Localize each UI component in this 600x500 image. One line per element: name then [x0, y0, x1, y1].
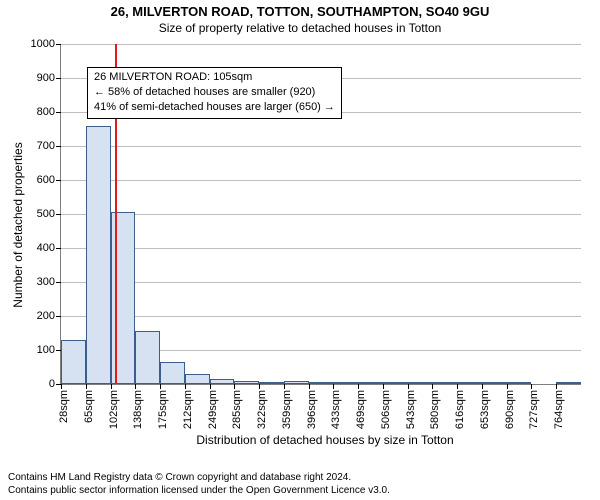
histogram-bar	[135, 331, 160, 384]
histogram-bar	[259, 382, 284, 384]
grid-line	[61, 214, 581, 215]
x-tick	[556, 384, 557, 389]
x-tick-label: 212sqm	[182, 390, 194, 429]
x-tick-label: 469sqm	[355, 390, 367, 429]
histogram-bar	[234, 381, 259, 384]
y-tick-label: 800	[37, 106, 61, 118]
histogram-bar	[309, 382, 334, 384]
grid-line	[61, 180, 581, 181]
y-tick-label: 0	[49, 378, 61, 390]
chart-title: 26, MILVERTON ROAD, TOTTON, SOUTHAMPTON,…	[0, 0, 600, 19]
grid-line	[61, 44, 581, 45]
x-tick-label: 28sqm	[58, 390, 70, 423]
y-tick-label: 200	[37, 310, 61, 322]
histogram-bar	[160, 362, 185, 384]
grid-line	[61, 248, 581, 249]
histogram-bar	[210, 379, 235, 384]
x-tick	[284, 384, 285, 389]
x-tick	[210, 384, 211, 389]
histogram-bar	[111, 212, 136, 384]
x-tick	[61, 384, 62, 389]
x-tick	[482, 384, 483, 389]
grid-line	[61, 316, 581, 317]
y-tick-label: 300	[37, 276, 61, 288]
x-tick-label: 580sqm	[429, 390, 441, 429]
x-tick-label: 506sqm	[380, 390, 392, 429]
y-tick-label: 600	[37, 174, 61, 186]
x-tick-label: 175sqm	[157, 390, 169, 429]
x-tick-label: 433sqm	[330, 390, 342, 429]
y-tick-label: 100	[37, 344, 61, 356]
x-tick-label: 249sqm	[207, 390, 219, 429]
x-tick-label: 322sqm	[256, 390, 268, 429]
x-tick	[309, 384, 310, 389]
x-tick	[160, 384, 161, 389]
x-tick	[234, 384, 235, 389]
x-tick	[86, 384, 87, 389]
x-tick	[507, 384, 508, 389]
footer-line-1: Contains HM Land Registry data © Crown c…	[8, 472, 592, 485]
x-tick	[531, 384, 532, 389]
chart-subtitle: Size of property relative to detached ho…	[0, 19, 600, 37]
x-tick-label: 285sqm	[231, 390, 243, 429]
x-tick-label: 690sqm	[504, 390, 516, 429]
histogram-bar	[556, 382, 581, 384]
grid-line	[61, 146, 581, 147]
y-tick-label: 700	[37, 140, 61, 152]
x-tick	[185, 384, 186, 389]
histogram-bar	[383, 382, 408, 384]
y-tick-label: 400	[37, 242, 61, 254]
y-tick-label: 1000	[31, 38, 61, 50]
x-tick	[408, 384, 409, 389]
x-tick-label: 653sqm	[479, 390, 491, 429]
x-axis-label: Distribution of detached houses by size …	[60, 433, 590, 447]
x-tick	[432, 384, 433, 389]
x-tick	[358, 384, 359, 389]
footer-line-2: Contains public sector information licen…	[8, 485, 592, 498]
x-tick-label: 138sqm	[132, 390, 144, 429]
x-tick	[259, 384, 260, 389]
grid-line	[61, 282, 581, 283]
footer: Contains HM Land Registry data © Crown c…	[8, 472, 592, 497]
x-tick	[135, 384, 136, 389]
histogram-bar	[482, 382, 507, 384]
histogram-bar	[507, 382, 532, 384]
plot-area: 26 MILVERTON ROAD: 105sqm ← 58% of detac…	[60, 44, 581, 385]
histogram-bar	[432, 382, 457, 384]
histogram-bar	[61, 340, 86, 384]
histogram-bar	[457, 382, 482, 384]
histogram-bar	[86, 126, 111, 384]
legend-box: 26 MILVERTON ROAD: 105sqm ← 58% of detac…	[87, 67, 342, 119]
chart-area: Number of detached properties 26 MILVERT…	[0, 38, 600, 453]
x-tick-label: 359sqm	[281, 390, 293, 429]
x-tick	[457, 384, 458, 389]
histogram-bar	[333, 382, 358, 384]
histogram-bar	[358, 382, 383, 384]
y-tick-label: 500	[37, 208, 61, 220]
y-tick-label: 900	[37, 72, 61, 84]
legend-line-3: 41% of semi-detached houses are larger (…	[94, 100, 335, 115]
legend-line-2: ← 58% of detached houses are smaller (92…	[94, 85, 335, 100]
x-tick-label: 396sqm	[306, 390, 318, 429]
histogram-bar	[408, 382, 433, 384]
legend-line-1: 26 MILVERTON ROAD: 105sqm	[94, 70, 335, 85]
x-tick	[383, 384, 384, 389]
x-tick-label: 65sqm	[83, 390, 95, 423]
x-tick-label: 727sqm	[528, 390, 540, 429]
histogram-bar	[185, 374, 210, 384]
x-tick	[111, 384, 112, 389]
x-tick-label: 543sqm	[405, 390, 417, 429]
chart-container: 26, MILVERTON ROAD, TOTTON, SOUTHAMPTON,…	[0, 0, 600, 500]
histogram-bar	[284, 381, 309, 384]
x-tick-label: 764sqm	[553, 390, 565, 429]
y-axis-label: Number of detached properties	[11, 35, 25, 415]
x-tick	[333, 384, 334, 389]
x-tick-label: 102sqm	[108, 390, 120, 429]
x-tick-label: 616sqm	[454, 390, 466, 429]
